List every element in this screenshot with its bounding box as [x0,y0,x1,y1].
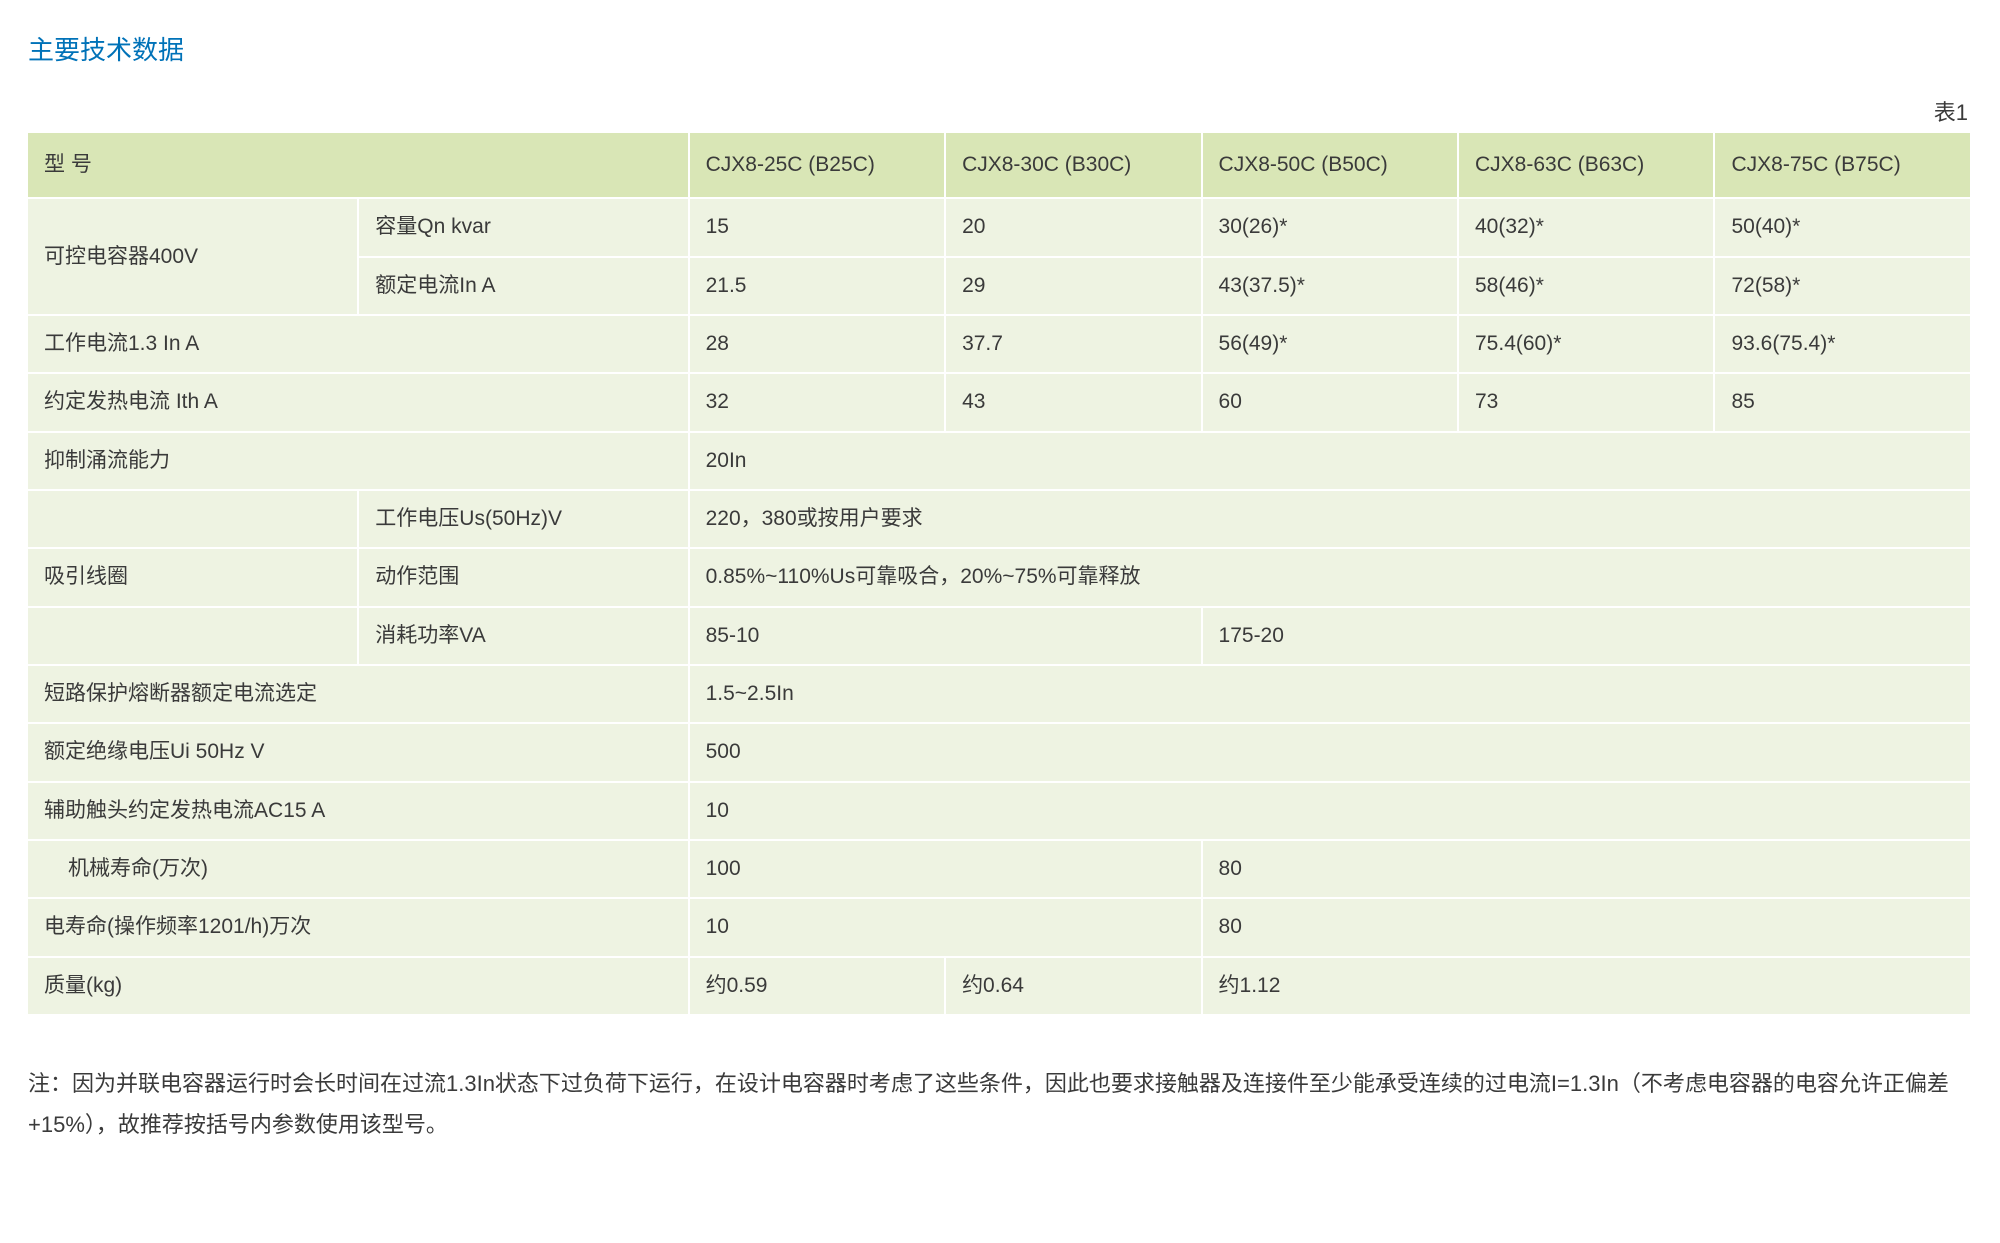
cell-value: 37.7 [945,315,1201,373]
cell-value: 约0.64 [945,957,1201,1015]
cell-value: 43(37.5)* [1202,257,1458,315]
cell-value: 56(49)* [1202,315,1458,373]
footnote: 注：因为并联电容器运行时会长时间在过流1.3In状态下过负荷下运行，在设计电容器… [28,1064,1972,1145]
table-row: 吸引线圈动作范围0.85%~110%Us可靠吸合，20%~75%可靠释放 [28,548,1971,606]
table-row: 工作电流1.3 In A2837.756(49)*75.4(60)*93.6(7… [28,315,1971,373]
header-model: CJX8-50C (B50C) [1202,133,1458,198]
row-group-label: 可控电容器400V [28,198,358,315]
table-row: 工作电压Us(50Hz)V220，380或按用户要求 [28,490,1971,548]
row-label: 工作电流1.3 In A [28,315,689,373]
cell-value: 29 [945,257,1201,315]
cell-value: 20In [689,432,1971,490]
cell-value: 85 [1714,373,1971,431]
row-sub-label: 工作电压Us(50Hz)V [358,490,688,548]
row-sub-label: 容量Qn kvar [358,198,688,256]
cell-value: 500 [689,723,1971,781]
cell-value: 21.5 [689,257,945,315]
cell-value: 93.6(75.4)* [1714,315,1971,373]
cell-value: 73 [1458,373,1714,431]
spec-table: 型 号CJX8-25C (B25C)CJX8-30C (B30C)CJX8-50… [28,133,1972,1016]
cell-value: 28 [689,315,945,373]
cell-value: 约1.12 [1202,957,1971,1015]
cell-value: 72(58)* [1714,257,1971,315]
cell-value: 43 [945,373,1201,431]
cell-value: 约0.59 [689,957,945,1015]
cell-value: 20 [945,198,1201,256]
header-model: CJX8-63C (B63C) [1458,133,1714,198]
row-sub-label: 额定电流In A [358,257,688,315]
cell-value: 60 [1202,373,1458,431]
cell-value: 40(32)* [1458,198,1714,256]
row-sub-label: 消耗功率VA [358,607,688,665]
table-header-row: 型 号CJX8-25C (B25C)CJX8-30C (B30C)CJX8-50… [28,133,1971,198]
header-model: CJX8-75C (B75C) [1714,133,1971,198]
cell-value: 100 [689,840,1202,898]
cell-value: 75.4(60)* [1458,315,1714,373]
row-group-blank [28,490,358,548]
cell-value: 10 [689,782,1971,840]
table-row: 额定绝缘电压Ui 50Hz V500 [28,723,1971,781]
row-group-blank [28,607,358,665]
table-row: 机械寿命(万次)10080 [28,840,1971,898]
cell-value: 0.85%~110%Us可靠吸合，20%~75%可靠释放 [689,548,1971,606]
cell-value: 32 [689,373,945,431]
row-sub-label: 动作范围 [358,548,688,606]
row-label: 质量(kg) [28,957,689,1015]
row-label: 电寿命(操作频率1201/h)万次 [28,898,689,956]
table-row: 质量(kg)约0.59约0.64约1.12 [28,957,1971,1015]
table-row: 抑制涌流能力20In [28,432,1971,490]
row-label: 抑制涌流能力 [28,432,689,490]
cell-value: 80 [1202,898,1971,956]
cell-value: 80 [1202,840,1971,898]
cell-value: 15 [689,198,945,256]
row-label: 约定发热电流 Ith A [28,373,689,431]
table-row: 电寿命(操作频率1201/h)万次1080 [28,898,1971,956]
cell-value: 30(26)* [1202,198,1458,256]
table-row: 消耗功率VA85-10175-20 [28,607,1971,665]
row-label: 短路保护熔断器额定电流选定 [28,665,689,723]
table-row: 辅助触头约定发热电流AC15 A10 [28,782,1971,840]
table-row: 约定发热电流 Ith A3243607385 [28,373,1971,431]
cell-value: 175-20 [1202,607,1971,665]
section-title: 主要技术数据 [28,30,1972,67]
cell-value: 10 [689,898,1202,956]
row-label: 机械寿命(万次) [28,840,689,898]
header-model: CJX8-25C (B25C) [689,133,945,198]
cell-value: 50(40)* [1714,198,1971,256]
row-label: 辅助触头约定发热电流AC15 A [28,782,689,840]
cell-value: 85-10 [689,607,1202,665]
row-label: 额定绝缘电压Ui 50Hz V [28,723,689,781]
header-label: 型 号 [28,133,689,198]
cell-value: 58(46)* [1458,257,1714,315]
header-model: CJX8-30C (B30C) [945,133,1201,198]
table-row: 短路保护熔断器额定电流选定1.5~2.5In [28,665,1971,723]
cell-value: 1.5~2.5In [689,665,1971,723]
table-row: 可控电容器400V容量Qn kvar152030(26)*40(32)*50(4… [28,198,1971,256]
row-group-label: 吸引线圈 [28,548,358,606]
cell-value: 220，380或按用户要求 [689,490,1971,548]
table-caption: 表1 [28,95,1972,127]
